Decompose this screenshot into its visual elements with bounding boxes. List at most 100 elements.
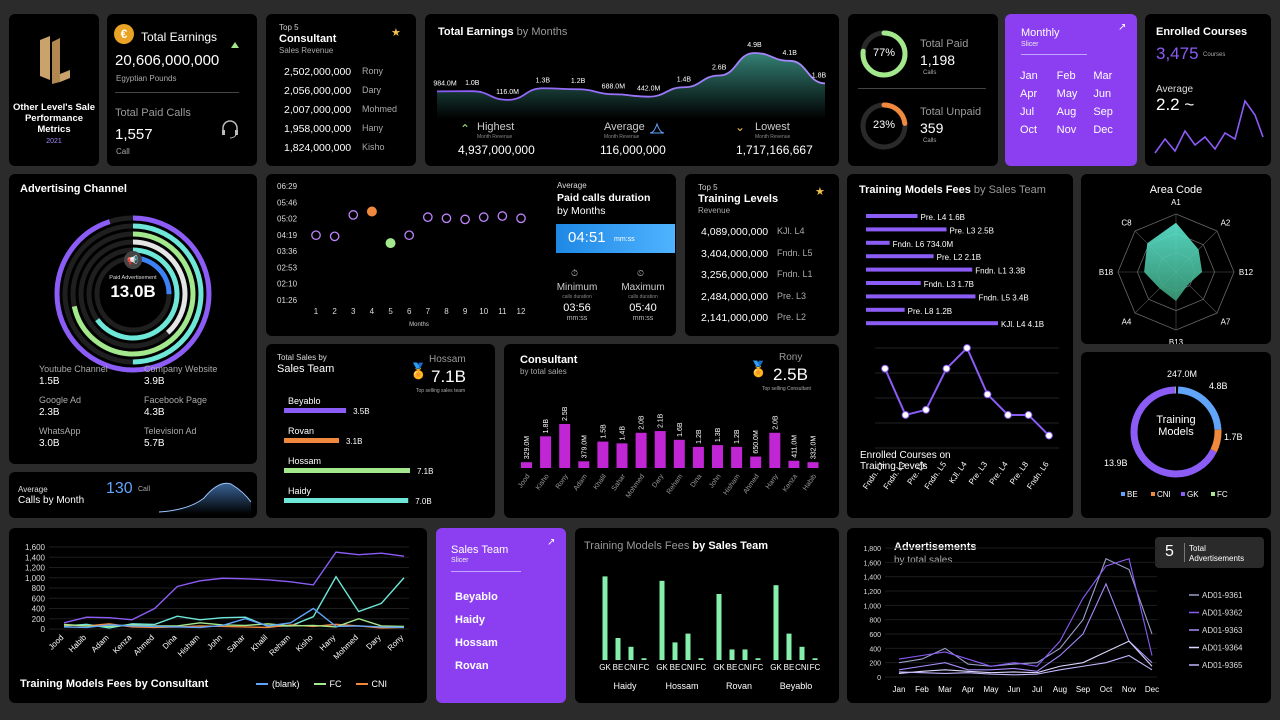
x-tick-label: 6 — [407, 307, 412, 316]
training-levels-card: Top 5 Training Levels Revenue ★ 4,089,00… — [685, 174, 839, 336]
consultant-x-label: Hany — [765, 473, 780, 491]
advertising-item-value: 3.0B — [39, 438, 60, 449]
team-name: Beyablo — [288, 396, 321, 406]
consultant-bar-label: 379.0M — [581, 435, 588, 459]
sales-team-slicer-sub: Slicer — [451, 557, 469, 564]
legend-label: (blank) — [272, 679, 300, 689]
x-tick-label: Aug — [1053, 685, 1067, 694]
team-option-beyablo[interactable]: Beyablo — [455, 591, 498, 603]
avg-duration-box: 04:51 mm:ss — [556, 224, 675, 253]
paid-ring-chart — [860, 30, 908, 78]
advertising-item-name: Youtube Channel — [39, 364, 108, 374]
consultant-x-label: Rony — [555, 473, 570, 491]
paid-unit: Calls — [923, 70, 937, 76]
max-unit: mm:ss — [632, 315, 654, 322]
month-option-oct[interactable]: Oct — [1020, 124, 1038, 136]
ads-series — [898, 654, 1153, 676]
ads-count-label: Total Advertisements — [1189, 544, 1245, 563]
expand-icon[interactable]: ↗ — [1118, 22, 1127, 33]
legend-label: BE — [1127, 490, 1138, 499]
duration-point — [366, 206, 377, 217]
consultant-x-label: Khalil — [592, 473, 608, 491]
advertising-item-name: WhatsApp — [39, 426, 81, 436]
consultant-bar-label: 1.2B — [734, 429, 741, 444]
fees-column — [755, 658, 761, 660]
earnings-point-label: 1.8B — [812, 72, 827, 79]
donut-segment — [1130, 386, 1222, 478]
earnings-point-label: 442.0M — [637, 86, 661, 93]
month-option-dec[interactable]: Dec — [1093, 124, 1113, 136]
legend-swatch — [256, 683, 268, 685]
x-tick-label: 11 — [498, 307, 507, 316]
advertising-item: Company Website 3.9B — [144, 364, 249, 387]
consultant-x-label: Reham — [666, 473, 685, 496]
team-option-rovan[interactable]: Rovan — [455, 660, 489, 672]
consultant-bar — [788, 460, 800, 468]
x-sub-label: GK — [599, 663, 611, 672]
fees-bar — [866, 254, 934, 259]
month-option-jun[interactable]: Jun — [1093, 88, 1112, 100]
consultant-x-label: Ahmed — [742, 473, 761, 495]
ring-fill — [860, 102, 908, 150]
legend-swatch — [313, 683, 326, 685]
x-tick-label: Mohmed — [332, 633, 360, 661]
timer-icon: ⏲ — [637, 268, 645, 278]
paid-value: 1,198 — [920, 52, 956, 68]
area-code-title: Area Code — [1149, 184, 1203, 196]
earnings-point-label: 1.0B — [465, 80, 480, 87]
company-logo-icon — [40, 36, 70, 84]
legend-label: AD01-9361 — [1202, 591, 1243, 600]
x-sub-label: CNI — [738, 663, 752, 672]
fees-bar-label: Pre. L2 2.1B — [937, 253, 981, 262]
month-option-aug[interactable]: Aug — [1056, 106, 1077, 118]
month-option-jan[interactable]: Jan — [1020, 70, 1038, 82]
top-consultant-title: Consultant — [279, 33, 337, 45]
fees-bar — [866, 214, 918, 218]
fees-bar — [866, 294, 976, 299]
fees-column — [641, 658, 647, 660]
month-option-sep[interactable]: Sep — [1093, 106, 1113, 118]
training-level-name: KJl. L4 — [777, 226, 805, 236]
month-option-may[interactable]: May — [1056, 88, 1078, 100]
duration-point — [441, 213, 452, 224]
enrolled-point — [963, 344, 971, 352]
team-option-haidy[interactable]: Haidy — [455, 614, 485, 626]
donut-label: 13.9B — [1104, 458, 1128, 468]
month-option-apr[interactable]: Apr — [1020, 88, 1038, 100]
legend-item: FC — [313, 679, 342, 689]
legend-swatch — [1151, 492, 1155, 496]
expand-icon[interactable]: ↗ — [547, 537, 556, 548]
area-code-card: Area Code A1 A2 B12 A7 B13 A4 B18 C8 — [1081, 174, 1271, 344]
team-option-hossam[interactable]: Hossam — [455, 637, 498, 649]
consultant-value: 2,056,000,000 — [284, 85, 352, 97]
x-sub-label: BE — [784, 663, 795, 672]
ads-count-value: 5 — [1165, 543, 1174, 560]
consultant-bar — [731, 446, 743, 468]
team-bar — [284, 438, 340, 443]
consultant-x-label: Hisham — [722, 473, 741, 497]
month-option-nov[interactable]: Nov — [1056, 124, 1077, 136]
x-tick-label: 4 — [370, 307, 375, 316]
legend-label: AD01-9365 — [1202, 661, 1243, 670]
advertisements-card: Advertisements by total sales 5 Total Ad… — [847, 528, 1271, 703]
unpaid-percent: 23% — [872, 119, 896, 131]
month-option-jul[interactable]: Jul — [1020, 106, 1035, 118]
earnings-value: 20,606,000,000 — [115, 52, 220, 69]
consultant-x-label: Habib — [802, 473, 818, 492]
month-option-feb[interactable]: Feb — [1056, 70, 1076, 82]
consultant-bar — [521, 462, 532, 468]
fees-team-title: Training Models Fees by Sales Team — [859, 184, 1046, 196]
x-tick-label: 9 — [463, 307, 468, 316]
advertising-item-value: 2.3B — [39, 407, 60, 418]
fees-bar — [866, 240, 890, 245]
fees-team-card: Training Models Fees by Sales Team Pre. … — [847, 174, 1073, 518]
month-option-mar[interactable]: Mar — [1093, 70, 1113, 82]
consultant-x-label: Mohmed — [625, 473, 646, 499]
x-sub-label: FC — [696, 663, 707, 672]
x-sub-label: CNI — [795, 663, 809, 672]
fees-column — [672, 642, 678, 660]
duration-point — [311, 230, 321, 241]
arrow-down-icon: ⌄ — [735, 120, 746, 134]
max-label: Maximum — [621, 282, 665, 293]
